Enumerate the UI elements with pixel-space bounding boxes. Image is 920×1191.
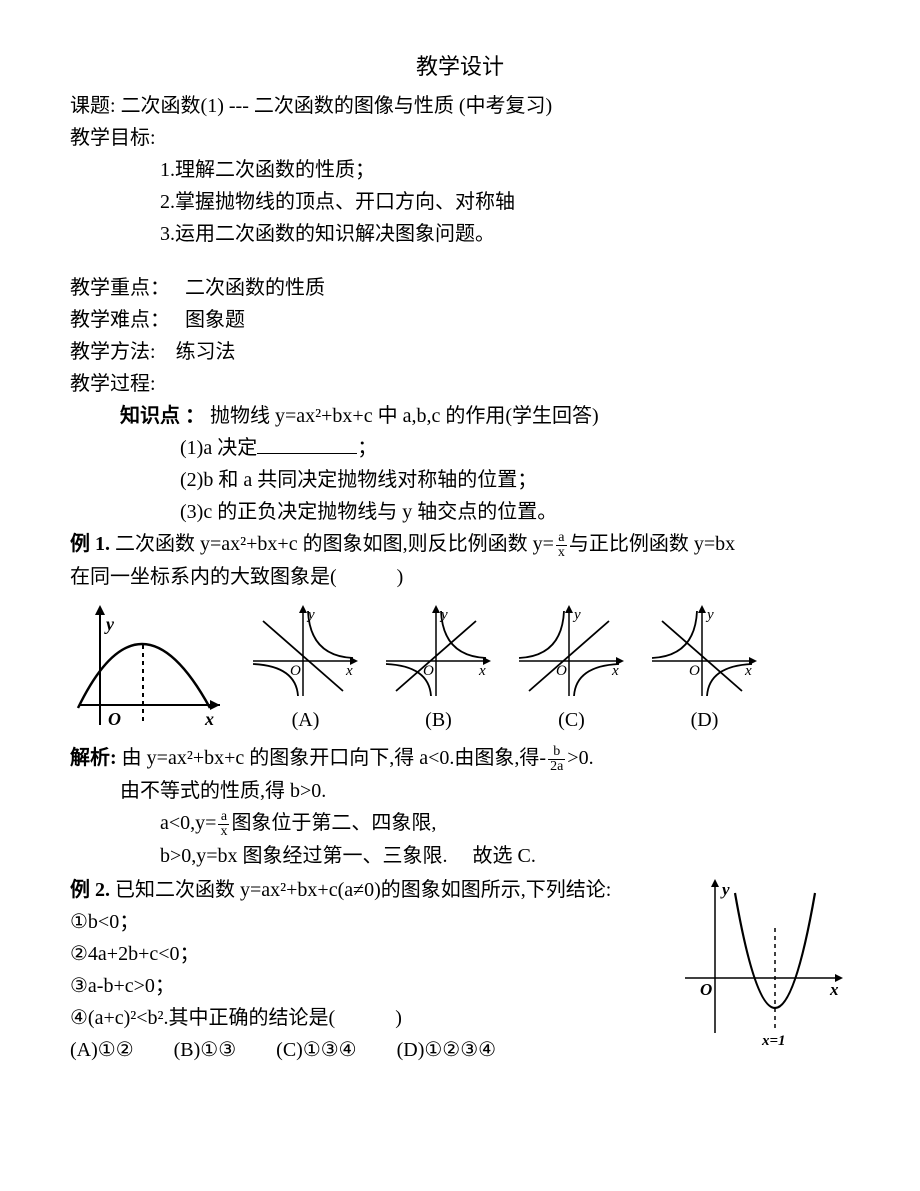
method-line: 教学方法: 练习法 (70, 337, 850, 367)
fraction-a-x-2: ax (218, 810, 229, 839)
difficulty-line: 教学难点： 图象题 (70, 305, 850, 335)
svg-text:O: O (700, 980, 712, 999)
page-title: 教学设计 (70, 50, 850, 83)
analysis-line1: 解析: 由 y=ax²+bx+c 的图象开口向下,得 a<0.由图象,得-b2a… (70, 743, 850, 774)
topic-line: 课题: 二次函数(1) --- 二次函数的图像与性质 (中考复习) (70, 91, 850, 121)
knowledge-3: (3)c 的正负决定抛物线与 y 轴交点的位置。 (70, 497, 850, 527)
svg-text:O: O (423, 663, 434, 679)
example-2-item2: ②4a+2b+c<0； (70, 939, 680, 969)
k1-suffix: ； (357, 437, 377, 459)
option-d-svg: y x O (647, 601, 762, 701)
keypoint-label: 教学重点： (70, 277, 170, 299)
objective-3: 3.运用二次函数的知识解决图象问题。 (70, 219, 850, 249)
example-1-label: 例 1. (70, 533, 110, 555)
option-b-box: y x O (B) (381, 601, 496, 735)
svg-text:x: x (478, 663, 486, 679)
difficulty-text: 图象题 (185, 309, 245, 331)
example-2-text: 已知二次函数 y=ax²+bx+c(a≠0)的图象如图所示,下列结论: (115, 879, 611, 901)
analysis-text3b: 图象位于第二、四象限, (231, 812, 436, 834)
svg-text:x: x (611, 663, 619, 679)
svg-text:y: y (306, 607, 315, 623)
knowledge-line: 知识点 ： 抛物线 y=ax²+bx+c 中 a,b,c 的作用(学生回答) (70, 401, 850, 431)
analysis-line2: 由不等式的性质,得 b>0. (70, 776, 850, 806)
option-c-label: (C) (514, 705, 629, 735)
difficulty-label: 教学难点： (70, 309, 170, 331)
example-2-item4: ④(a+c)²<b².其中正确的结论是( ) (70, 1003, 680, 1033)
svg-text:y: y (720, 880, 730, 899)
analysis-label: 解析: (70, 747, 117, 769)
topic-label: 课题: (70, 95, 116, 117)
topic-text: 二次函数(1) --- 二次函数的图像与性质 (中考复习) (121, 95, 553, 117)
knowledge-2: (2)b 和 a 共同决定抛物线对称轴的位置； (70, 465, 850, 495)
example-1-graphs: y x O y x O (A) (70, 600, 850, 735)
option-a-svg: y x O (248, 601, 363, 701)
option-b-label: (B) (381, 705, 496, 735)
main-parabola-box: y x O (70, 600, 230, 735)
svg-text:x: x (204, 709, 214, 729)
x-equals-1-label: x=1 (761, 1033, 786, 1049)
example-2-label: 例 2. (70, 879, 110, 901)
option-d-label: (D) (647, 705, 762, 735)
analysis-text1: 由 y=ax²+bx+c 的图象开口向下,得 a<0.由图象,得- (122, 747, 546, 769)
option-a-box: y x O (A) (248, 601, 363, 735)
svg-text:O: O (290, 663, 301, 679)
svg-text:x: x (744, 663, 752, 679)
analysis-line3: a<0,y=ax图象位于第二、四象限, (70, 808, 850, 839)
analysis-line4: b>0,y=bx 图象经过第一、三象限. 故选 C. (70, 841, 850, 871)
svg-text:x: x (345, 663, 353, 679)
choice-b: (B)①③ (174, 1035, 237, 1065)
choice-a: (A)①② (70, 1035, 134, 1065)
option-b-svg: y x O (381, 601, 496, 701)
knowledge-1: (1)a 决定 ； (70, 433, 850, 463)
analysis-text3a: a<0,y= (160, 812, 216, 834)
option-d-box: y x O (D) (647, 601, 762, 735)
svg-text:y: y (572, 607, 581, 623)
example-1-line2: 在同一坐标系内的大致图象是( ) (70, 562, 850, 592)
keypoint-line: 教学重点： 二次函数的性质 (70, 273, 850, 303)
choice-c: (C)①③④ (276, 1035, 356, 1065)
example-1-line1: 例 1. 二次函数 y=ax²+bx+c 的图象如图,则反比例函数 y=ax与正… (70, 529, 850, 560)
objectives-label: 教学目标: (70, 123, 850, 153)
method-text: 练习法 (176, 341, 236, 363)
svg-text:O: O (556, 663, 567, 679)
main-parabola-svg: y x O (70, 600, 230, 735)
choice-d: (D)①②③④ (397, 1035, 496, 1065)
example-2-svg: y x O x=1 (680, 873, 850, 1053)
fraction-b-2a: b2a (548, 745, 565, 774)
svg-text:y: y (705, 607, 714, 623)
option-c-svg: y x O (514, 601, 629, 701)
fraction-a-x: ax (556, 531, 567, 560)
example-2-graph: y x O x=1 (680, 873, 850, 1053)
keypoint-text: 二次函数的性质 (185, 277, 325, 299)
example-2-line1: 例 2. 已知二次函数 y=ax²+bx+c(a≠0)的图象如图所示,下列结论: (70, 875, 680, 905)
knowledge-title: 抛物线 y=ax²+bx+c 中 a,b,c 的作用(学生回答) (210, 405, 599, 427)
analysis-text1b: >0. (567, 747, 593, 769)
svg-text:y: y (104, 614, 115, 634)
svg-text:y: y (439, 607, 448, 623)
example-1-text1: 二次函数 y=ax²+bx+c 的图象如图,则反比例函数 y= (115, 533, 554, 555)
option-a-label: (A) (248, 705, 363, 735)
knowledge-label: 知识点 ： (120, 405, 205, 427)
method-label: 教学方法: (70, 341, 156, 363)
example-2-item1: ①b<0； (70, 907, 680, 937)
svg-text:x: x (829, 980, 839, 999)
svg-text:O: O (108, 709, 121, 729)
example-2-text-col: 例 2. 已知二次函数 y=ax²+bx+c(a≠0)的图象如图所示,下列结论:… (70, 873, 680, 1067)
example-1-text2: 与正比例函数 y=bx (569, 533, 735, 555)
example-2-choices: (A)①② (B)①③ (C)①③④ (D)①②③④ (70, 1035, 680, 1065)
k1-prefix: (1)a 决定 (180, 437, 257, 459)
option-c-box: y x O (C) (514, 601, 629, 735)
blank-line (257, 433, 357, 454)
process-label: 教学过程: (70, 369, 850, 399)
example-2-row: 例 2. 已知二次函数 y=ax²+bx+c(a≠0)的图象如图所示,下列结论:… (70, 873, 850, 1067)
objective-1: 1.理解二次函数的性质； (70, 155, 850, 185)
svg-text:O: O (689, 663, 700, 679)
example-2-item3: ③a-b+c>0； (70, 971, 680, 1001)
objective-2: 2.掌握抛物线的顶点、开口方向、对称轴 (70, 187, 850, 217)
